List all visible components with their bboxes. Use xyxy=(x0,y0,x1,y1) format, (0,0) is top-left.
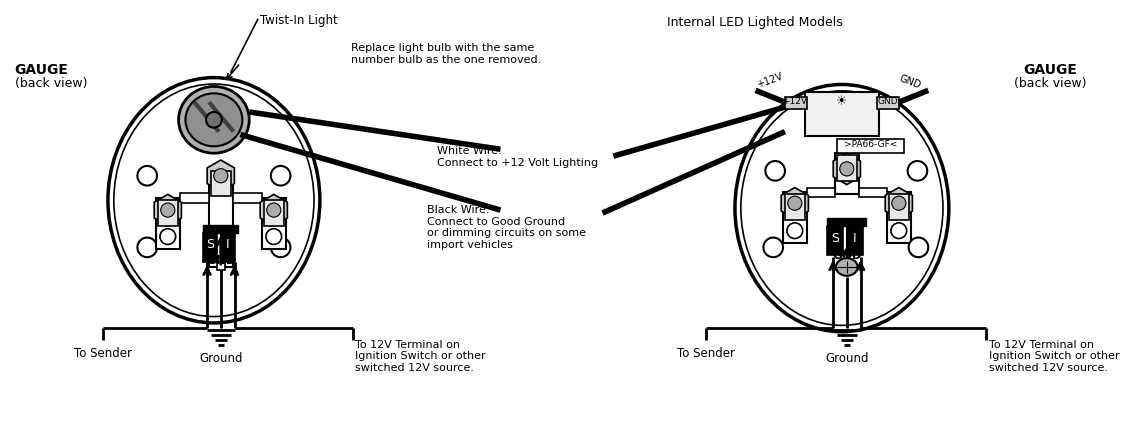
Polygon shape xyxy=(207,160,235,191)
Text: ☀: ☀ xyxy=(837,95,848,108)
Bar xyxy=(158,200,178,226)
Bar xyxy=(804,92,879,136)
Polygon shape xyxy=(833,153,861,184)
Circle shape xyxy=(266,229,282,245)
Text: GAUGE: GAUGE xyxy=(15,63,69,77)
Ellipse shape xyxy=(837,258,857,276)
Text: GND: GND xyxy=(878,97,898,106)
Polygon shape xyxy=(885,187,912,219)
Bar xyxy=(847,226,863,255)
Polygon shape xyxy=(782,187,808,219)
Polygon shape xyxy=(260,194,288,226)
Bar xyxy=(264,200,283,226)
Circle shape xyxy=(206,112,222,128)
Bar xyxy=(877,97,898,109)
Ellipse shape xyxy=(179,87,249,153)
Text: S: S xyxy=(831,232,839,245)
Circle shape xyxy=(763,238,783,257)
Text: Internal LED Lighted Models: Internal LED Lighted Models xyxy=(667,16,843,29)
Circle shape xyxy=(908,161,927,181)
Circle shape xyxy=(270,166,290,186)
Text: +12V: +12V xyxy=(755,72,784,91)
Text: Ground: Ground xyxy=(825,352,869,366)
Bar xyxy=(835,153,858,194)
Bar xyxy=(211,171,230,196)
Bar xyxy=(827,218,866,226)
Ellipse shape xyxy=(186,94,242,146)
Text: S: S xyxy=(206,238,214,251)
Bar xyxy=(209,169,233,267)
Bar xyxy=(807,187,835,197)
Circle shape xyxy=(892,196,905,210)
Bar xyxy=(233,193,262,203)
Circle shape xyxy=(267,203,281,217)
Text: GND: GND xyxy=(832,249,862,263)
Text: (back view): (back view) xyxy=(1014,77,1086,90)
Circle shape xyxy=(840,162,854,176)
Text: Ground: Ground xyxy=(199,352,243,366)
Bar xyxy=(887,193,911,243)
Circle shape xyxy=(160,229,175,245)
Text: To 12V Terminal on
Ignition Switch or other
switched 12V source.: To 12V Terminal on Ignition Switch or ot… xyxy=(989,340,1120,373)
Circle shape xyxy=(160,203,175,217)
Bar xyxy=(180,193,209,203)
Circle shape xyxy=(138,166,157,186)
Text: To Sender: To Sender xyxy=(677,347,736,360)
Bar xyxy=(785,194,804,220)
Text: Replace light bulb with the same
number bulb as the one removed.: Replace light bulb with the same number … xyxy=(352,43,542,65)
Text: White Wire:
Connect to +12 Volt Lighting: White Wire: Connect to +12 Volt Lighting xyxy=(437,146,598,168)
Text: GND: GND xyxy=(898,73,923,91)
Text: To 12V Terminal on
Ignition Switch or other
switched 12V source.: To 12V Terminal on Ignition Switch or ot… xyxy=(355,340,486,373)
Ellipse shape xyxy=(108,78,320,323)
Bar xyxy=(217,262,225,270)
Text: +12V: +12V xyxy=(783,97,807,106)
Circle shape xyxy=(766,161,785,181)
Text: GND: GND xyxy=(206,254,236,267)
Circle shape xyxy=(213,169,228,183)
Polygon shape xyxy=(155,194,181,226)
Bar xyxy=(827,226,843,255)
Text: >PA66-GF<: >PA66-GF< xyxy=(843,140,897,149)
Bar xyxy=(262,198,285,249)
Circle shape xyxy=(890,223,906,239)
Text: GAUGE: GAUGE xyxy=(1023,63,1077,77)
Text: Black Wire:
Connect to Good Ground
or dimming circuits on some
import vehicles: Black Wire: Connect to Good Ground or di… xyxy=(426,205,586,250)
Bar xyxy=(221,233,235,262)
Text: (back view): (back view) xyxy=(15,77,87,90)
Bar xyxy=(837,155,856,181)
Circle shape xyxy=(787,196,802,210)
Bar xyxy=(783,193,807,243)
Bar xyxy=(203,225,238,233)
Text: Twist-In Light: Twist-In Light xyxy=(260,14,338,27)
Bar xyxy=(785,97,807,109)
Bar xyxy=(837,139,904,153)
Text: To Sender: To Sender xyxy=(74,347,132,360)
Circle shape xyxy=(270,238,290,257)
Text: I: I xyxy=(226,238,229,251)
Bar xyxy=(203,233,217,262)
Ellipse shape xyxy=(735,85,949,332)
Bar xyxy=(889,194,909,220)
Circle shape xyxy=(909,238,928,257)
Text: I: I xyxy=(853,232,856,245)
Bar xyxy=(156,198,180,249)
Bar xyxy=(858,187,887,197)
Circle shape xyxy=(138,238,157,257)
Circle shape xyxy=(787,223,802,239)
